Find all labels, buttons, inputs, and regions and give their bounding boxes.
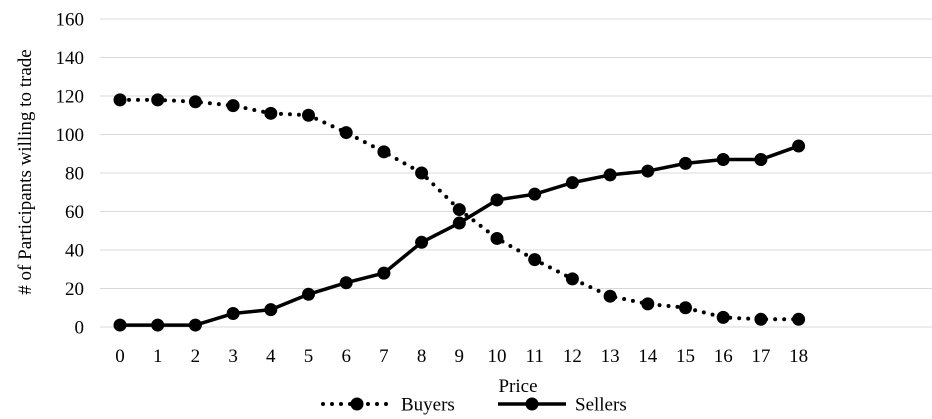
data-point-sellers (528, 187, 542, 201)
x-axis-title: Price (498, 376, 537, 397)
y-tick-label: 20 (65, 279, 84, 300)
data-point-buyers (377, 145, 391, 159)
x-tick-label: 17 (751, 346, 770, 367)
data-point-buyers (226, 99, 240, 113)
data-point-sellers (452, 216, 466, 230)
y-tick-label: 160 (56, 10, 85, 31)
data-point-buyers (339, 126, 353, 140)
series-sellers (113, 139, 806, 332)
x-tick-label: 15 (676, 346, 695, 367)
data-point-sellers (226, 307, 240, 321)
data-point-buyers (641, 297, 655, 311)
series-buyers (113, 93, 806, 326)
data-point-sellers (339, 276, 353, 290)
legend: Buyers Sellers (321, 395, 627, 416)
legend-item-sellers: Sellers (498, 395, 627, 416)
data-point-sellers (302, 287, 315, 301)
x-tick-label: 13 (601, 346, 620, 367)
legend-item-buyers: Buyers (321, 395, 455, 416)
data-point-sellers (188, 318, 202, 332)
legend-label-sellers: Sellers (575, 395, 627, 416)
data-point-buyers (490, 231, 504, 245)
y-tick-label: 100 (56, 125, 85, 146)
data-point-sellers (151, 318, 165, 332)
data-point-buyers (264, 106, 278, 120)
gridlines (100, 18, 932, 328)
series-lines (113, 93, 806, 332)
x-tick-label: 7 (379, 346, 389, 367)
data-point-sellers (679, 156, 692, 170)
data-point-buyers (528, 253, 542, 267)
data-point-buyers (792, 312, 806, 326)
data-point-sellers (565, 176, 579, 190)
y-axis-title: # of Participants willing to trade (15, 49, 36, 294)
y-tick-label: 80 (65, 164, 84, 185)
x-tick-label: 8 (417, 346, 427, 367)
x-tick-labels: 0 1 2 3 4 5 6 7 8 9 10 11 12 13 14 15 16 17 18 (115, 346, 808, 367)
legend-marker-sellers (525, 397, 539, 411)
y-tick-label: 120 (56, 87, 85, 108)
x-tick-label: 1 (153, 346, 163, 367)
y-tick-labels: 0 20 40 60 80 100 120 140 160 (56, 10, 85, 339)
data-point-sellers (490, 193, 504, 207)
x-tick-label: 4 (266, 346, 276, 367)
data-point-buyers (188, 95, 202, 109)
data-point-buyers (565, 272, 579, 286)
x-tick-label: 14 (638, 346, 658, 367)
legend-label-buyers: Buyers (401, 395, 455, 416)
data-point-sellers (603, 168, 617, 182)
data-point-sellers (415, 235, 429, 249)
data-point-sellers (716, 153, 730, 167)
data-point-buyers (415, 166, 429, 180)
data-point-buyers (151, 93, 165, 107)
y-tick-label: 0 (75, 318, 85, 339)
y-tick-label: 40 (65, 241, 84, 262)
data-point-buyers (679, 301, 692, 315)
x-tick-label: 3 (228, 346, 238, 367)
x-tick-label: 12 (563, 346, 582, 367)
x-tick-label: 18 (789, 346, 808, 367)
data-point-buyers (452, 203, 466, 217)
x-tick-label: 9 (455, 346, 465, 367)
data-point-sellers (792, 139, 806, 153)
legend-marker-buyers (350, 397, 364, 411)
data-point-sellers (641, 164, 655, 178)
data-point-sellers (377, 266, 391, 280)
data-point-sellers (264, 303, 278, 317)
data-point-sellers (754, 153, 768, 167)
x-tick-label: 0 (115, 346, 125, 367)
y-tick-label: 60 (65, 202, 84, 223)
data-point-buyers (603, 289, 617, 303)
x-tick-label: 6 (341, 346, 351, 367)
x-tick-label: 5 (304, 346, 314, 367)
x-tick-label: 11 (526, 346, 544, 367)
data-point-buyers (754, 312, 768, 326)
y-tick-label: 140 (56, 48, 85, 69)
data-point-sellers (113, 318, 127, 332)
x-tick-label: 16 (714, 346, 733, 367)
data-point-buyers (302, 108, 315, 122)
data-point-buyers (716, 310, 730, 324)
x-tick-label: 2 (191, 346, 201, 367)
data-point-buyers (113, 93, 127, 107)
x-tick-label: 10 (488, 346, 507, 367)
